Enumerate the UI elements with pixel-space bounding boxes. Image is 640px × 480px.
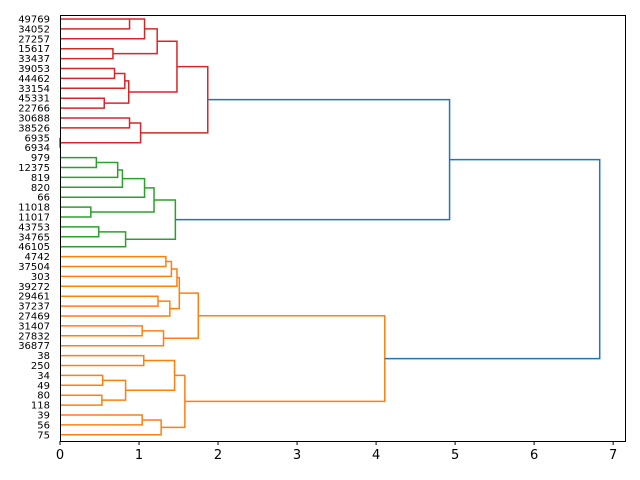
x-axis: 0 1 2 3 4 5 6 7	[56, 441, 617, 463]
leaf-label-22766: 22766	[18, 104, 50, 115]
leaf-label-11017: 11017	[18, 213, 50, 224]
x-tick-label-5: 5	[451, 448, 459, 463]
dendrogram-link-8	[128, 40, 178, 93]
leaf-label-27832: 27832	[18, 331, 50, 342]
leaf-label-31407: 31407	[18, 321, 50, 332]
leaf-label-6935: 6935	[25, 133, 50, 144]
leaf-label-49769: 49769	[18, 15, 50, 26]
leaf-label-819: 819	[31, 173, 50, 184]
leaf-label-45331: 45331	[18, 94, 50, 105]
dendrogram-link-39	[161, 374, 186, 429]
dendrogram-link-35	[101, 379, 127, 401]
dendrogram-link-33	[60, 374, 104, 387]
dendrogram-link-26	[60, 295, 159, 307]
dendrogram-link-29	[60, 325, 143, 337]
x-tick-label-0: 0	[56, 448, 64, 463]
leaf-label-37504: 37504	[18, 262, 50, 273]
dendrogram-link-38	[60, 419, 162, 436]
dendrogram-link-24	[60, 260, 173, 278]
leaf-label-group: 4976934052272571561733437390534446233154…	[18, 15, 50, 442]
dendrogram-link-2	[60, 47, 114, 60]
x-tick-label-4: 4	[372, 448, 380, 463]
dendrogram-link-5	[60, 72, 126, 90]
leaf-label-979: 979	[31, 153, 50, 164]
dendrogram-link-30	[60, 330, 165, 347]
dendrogram-link-3	[112, 28, 158, 55]
dendrogram-link-28	[169, 276, 181, 310]
leaf-label-30688: 30688	[18, 114, 50, 125]
leaf-label-39272: 39272	[18, 282, 50, 293]
leaf-label-39: 39	[37, 411, 50, 422]
dendrogram-link-40	[184, 314, 386, 403]
dendrogram-link-12	[140, 65, 209, 134]
dendrogram-link-20	[60, 231, 127, 248]
leaf-label-12375: 12375	[18, 163, 50, 174]
leaf-label-118: 118	[31, 401, 50, 412]
leaf-label-56: 56	[37, 420, 50, 431]
dendrogram-link-25	[60, 268, 178, 288]
x-tick-label-3: 3	[293, 448, 301, 463]
dendrogram-link-13	[60, 156, 98, 169]
dendrogram-link-22	[175, 98, 451, 221]
dendrogram-link-17	[60, 206, 92, 218]
x-tick-label-6: 6	[530, 448, 538, 463]
leaf-label-250: 250	[31, 361, 50, 372]
leaf-label-34765: 34765	[18, 232, 50, 243]
dendrogram-link-6	[60, 97, 106, 109]
leaf-label-4742: 4742	[25, 252, 50, 263]
leaf-label-27469: 27469	[18, 312, 50, 323]
x-tick-label-7: 7	[609, 448, 617, 463]
dendrogram-link-7	[104, 80, 130, 104]
leaf-label-39053: 39053	[18, 64, 50, 75]
dendrogram-link-14	[60, 161, 119, 179]
dendrogram-link-19	[60, 226, 100, 238]
leaf-label-34: 34	[37, 371, 50, 382]
dendrogram-link-23	[60, 255, 167, 268]
leaf-label-29461: 29461	[18, 292, 50, 303]
x-tick-label-2: 2	[214, 448, 222, 463]
leaf-label-6934: 6934	[25, 143, 50, 154]
dendrogram-link-21	[125, 199, 177, 241]
leaf-label-38526: 38526	[18, 123, 50, 134]
leaf-label-15617: 15617	[18, 44, 50, 55]
dendrogram-link-16	[60, 177, 146, 198]
dendrogram-link-32	[60, 354, 145, 367]
dendrogram-link-1	[60, 18, 146, 40]
leaf-label-75: 75	[37, 430, 50, 441]
leaf-label-44462: 44462	[18, 74, 50, 85]
dendrogram-link-37	[60, 414, 143, 426]
leaf-label-80: 80	[37, 391, 50, 402]
dendrogram-link-41	[384, 158, 601, 360]
leaf-label-27257: 27257	[18, 34, 50, 45]
leaf-label-46105: 46105	[18, 242, 50, 253]
dendrogram-link-34	[60, 394, 103, 406]
leaf-label-33437: 33437	[18, 54, 50, 65]
leaf-label-38: 38	[37, 351, 50, 362]
dendrogram-link-15	[60, 169, 124, 189]
dendrogram-link-27	[60, 300, 171, 317]
leaf-label-34052: 34052	[18, 24, 50, 35]
leaf-label-11018: 11018	[18, 203, 50, 214]
plot-frame	[60, 15, 626, 442]
leaf-label-33154: 33154	[18, 84, 50, 95]
dendrogram-link-36	[125, 359, 176, 391]
leaf-label-49: 49	[37, 381, 50, 392]
x-tick-label-1: 1	[135, 448, 143, 463]
leaf-label-820: 820	[31, 183, 50, 194]
link-group	[59, 18, 601, 436]
dendrogram-link-4	[60, 67, 116, 80]
leaf-label-303: 303	[31, 272, 50, 283]
leaf-label-36877: 36877	[18, 341, 50, 352]
leaf-label-66: 66	[37, 193, 50, 204]
dendrogram-link-11	[60, 122, 142, 144]
leaf-label-43753: 43753	[18, 222, 50, 233]
dendrogram-link-0	[60, 18, 131, 30]
dendrogram-link-9	[60, 117, 131, 129]
leaf-label-37237: 37237	[18, 302, 50, 313]
